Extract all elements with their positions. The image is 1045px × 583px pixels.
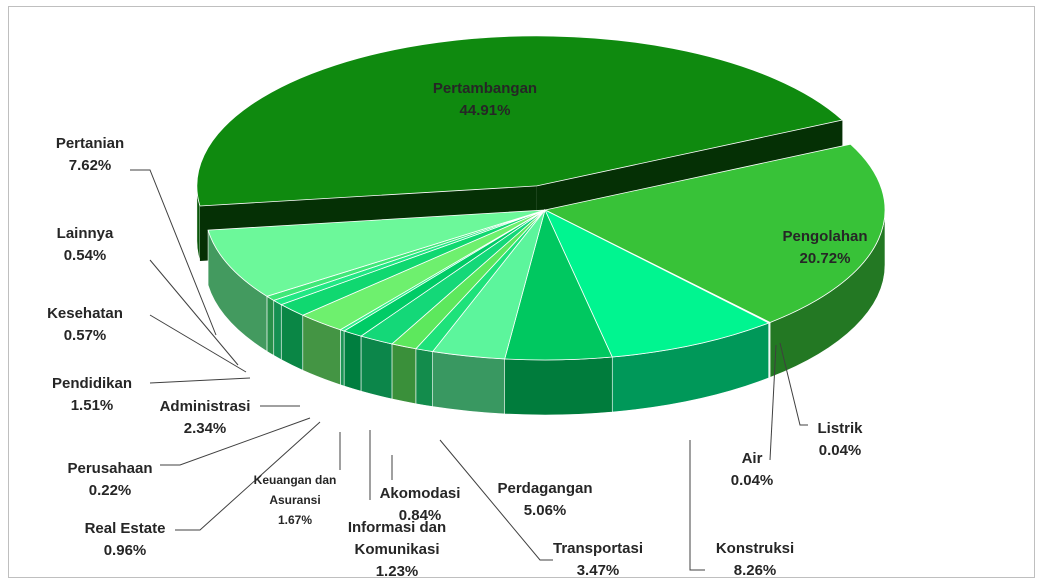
data-label: Pengolahan 20.72% xyxy=(782,226,867,270)
label-name: Keuangan dan Asuransi xyxy=(253,473,337,507)
data-label: Air 0.04% xyxy=(731,448,774,492)
label-name: Pengolahan xyxy=(782,228,868,245)
slice-side xyxy=(280,304,304,371)
slice-side xyxy=(340,329,345,387)
slice-side xyxy=(504,356,613,416)
slice xyxy=(207,209,546,297)
data-label: Informasi dan Komunikasi 1.23% xyxy=(337,517,457,583)
label-name: Pertanian xyxy=(55,135,125,152)
leader-line xyxy=(175,421,321,531)
label-value: 20.72% xyxy=(799,250,851,267)
data-label: Transportasi 3.47% xyxy=(553,538,643,582)
label-value: 0.22% xyxy=(88,482,132,499)
label-name: Informasi dan Komunikasi xyxy=(347,519,447,558)
label-name: Perusahaan xyxy=(67,460,153,477)
leader-line xyxy=(149,259,239,366)
label-name: Konstruksi xyxy=(715,540,795,557)
leader-line xyxy=(149,314,247,373)
data-label: Kesehatan 0.57% xyxy=(47,303,123,347)
label-value: 0.04% xyxy=(818,442,862,459)
leader-line xyxy=(769,344,777,461)
label-name: Transportasi xyxy=(552,540,644,557)
data-label: Keuangan dan Asuransi 1.67% xyxy=(235,470,355,530)
label-value: 0.57% xyxy=(63,327,107,344)
slice-side xyxy=(343,330,362,392)
slice-side xyxy=(391,343,417,405)
data-label: Administrasi 2.34% xyxy=(160,396,251,440)
data-label: Real Estate 0.96% xyxy=(85,518,166,562)
leader-line xyxy=(130,169,217,336)
label-name: Lainnya xyxy=(56,225,114,242)
slice-side xyxy=(266,295,275,356)
leader-line xyxy=(779,342,808,426)
label-value: 0.96% xyxy=(103,542,147,559)
slice-side xyxy=(360,335,393,400)
label-value: 7.62% xyxy=(68,157,112,174)
data-label: Lainnya 0.54% xyxy=(57,223,114,267)
label-name: Air xyxy=(741,450,763,467)
data-label: Listrik 0.04% xyxy=(817,418,862,462)
label-name: Listrik xyxy=(817,420,863,437)
label-value: 3.47% xyxy=(576,562,620,579)
label-value: 5.06% xyxy=(523,502,567,519)
label-value: 2.34% xyxy=(183,420,227,437)
label-name: Kesehatan xyxy=(47,305,123,322)
data-label: Akomodasi 0.84% xyxy=(380,483,461,527)
label-value: 44.91% xyxy=(459,102,511,119)
data-label: Perusahaan 0.22% xyxy=(67,458,152,502)
slice-side xyxy=(432,351,505,415)
slice-side xyxy=(273,299,282,361)
label-name: Pertambangan xyxy=(432,80,538,97)
leader-line xyxy=(160,417,311,466)
label-value: 0.04% xyxy=(730,472,774,489)
leader-line xyxy=(689,440,705,571)
slice-side xyxy=(415,348,433,407)
label-name: Real Estate xyxy=(84,520,166,537)
leader-line xyxy=(149,377,251,384)
label-value: 1.67% xyxy=(277,513,313,527)
chart-frame xyxy=(8,6,1035,578)
label-name: Administrasi xyxy=(159,398,251,415)
data-label: Perdagangan 5.06% xyxy=(497,478,592,522)
data-label: Konstruksi 8.26% xyxy=(716,538,794,582)
slice xyxy=(544,209,770,358)
label-value: 1.23% xyxy=(375,563,419,580)
label-name: Pendidikan xyxy=(51,375,133,392)
data-label: Pertanian 7.62% xyxy=(56,133,124,177)
slice xyxy=(196,35,844,207)
slice xyxy=(543,143,886,323)
leader-line xyxy=(439,439,553,561)
label-value: 8.26% xyxy=(733,562,777,579)
label-value: 1.51% xyxy=(70,397,114,414)
data-label: Pendidikan 1.51% xyxy=(52,373,132,417)
label-value: 0.84% xyxy=(398,507,442,524)
label-name: Akomodasi xyxy=(379,485,461,502)
data-label: Pertambangan 44.91% xyxy=(433,78,537,122)
label-name: Perdagangan xyxy=(497,480,593,497)
label-value: 0.54% xyxy=(63,247,107,264)
